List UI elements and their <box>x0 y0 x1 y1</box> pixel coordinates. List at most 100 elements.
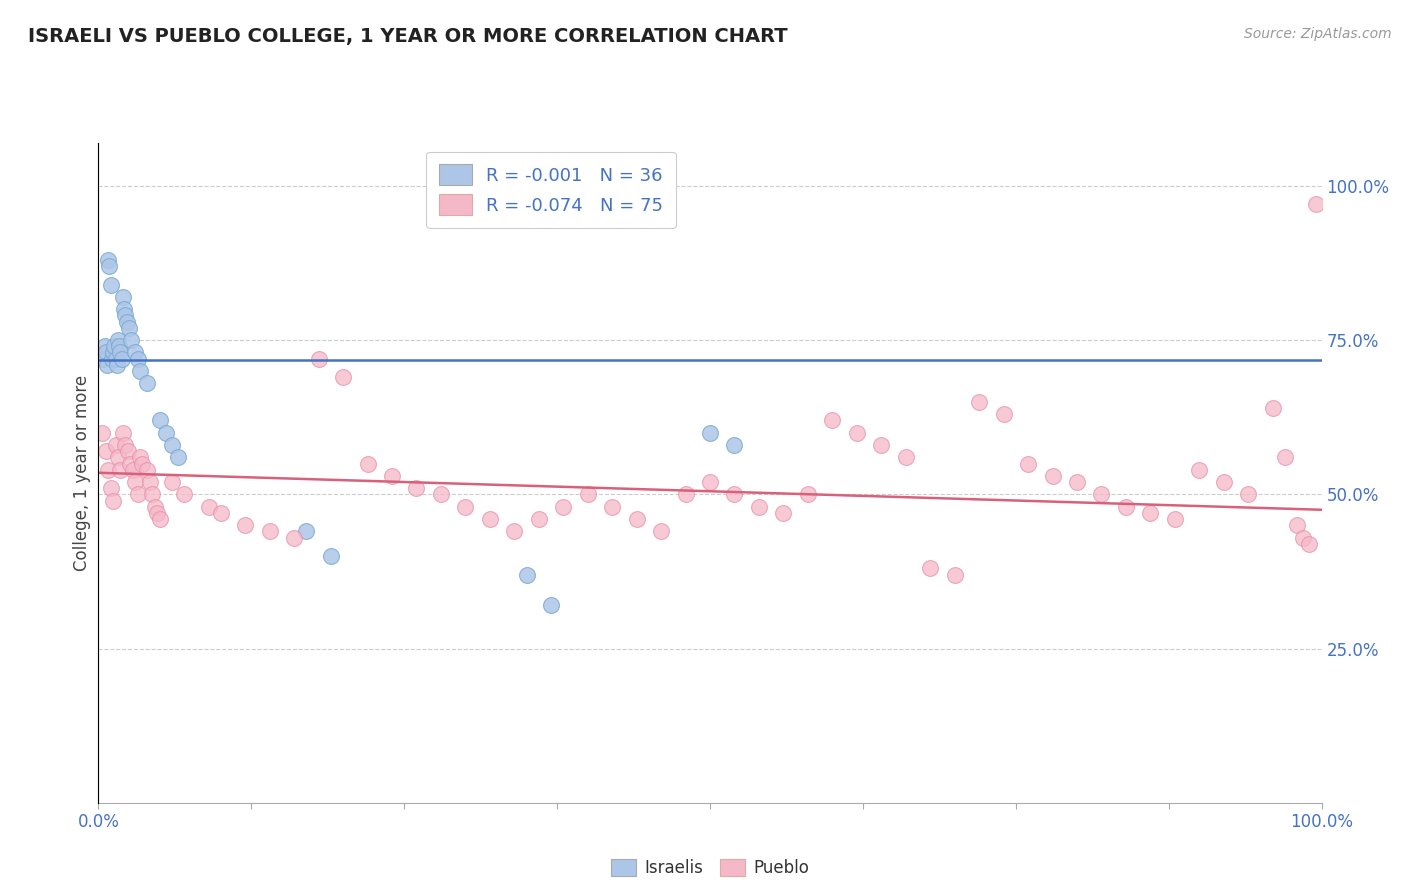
Point <box>143 500 166 514</box>
Point <box>101 351 124 366</box>
Point <box>515 567 537 582</box>
Point <box>100 277 122 292</box>
Point <box>1298 537 1320 551</box>
Point <box>894 450 917 465</box>
Point <box>920 561 942 575</box>
Point <box>821 413 844 427</box>
Point <box>381 468 404 483</box>
Point <box>1042 468 1064 483</box>
Point <box>129 364 152 378</box>
Point <box>167 450 190 465</box>
Point <box>797 487 820 501</box>
Text: ISRAELI VS PUEBLO COLLEGE, 1 YEAR OR MORE CORRELATION CHART: ISRAELI VS PUEBLO COLLEGE, 1 YEAR OR MOR… <box>28 27 787 45</box>
Point <box>1090 487 1112 501</box>
Point <box>136 376 159 391</box>
Point <box>111 290 134 304</box>
Point <box>308 351 330 366</box>
Point <box>96 358 118 372</box>
Point <box>209 506 232 520</box>
Point <box>93 339 115 353</box>
Point <box>1212 475 1234 489</box>
Point <box>259 524 281 539</box>
Point <box>1274 450 1296 465</box>
Point <box>131 457 153 471</box>
Point <box>430 487 453 501</box>
Point <box>283 531 305 545</box>
Point <box>149 413 172 427</box>
Point <box>233 518 256 533</box>
Point <box>405 481 427 495</box>
Point <box>94 444 117 458</box>
Point <box>454 500 477 514</box>
Point <box>101 493 124 508</box>
Point <box>115 315 138 329</box>
Point <box>91 351 114 366</box>
Legend: Israelis, Pueblo: Israelis, Pueblo <box>605 852 815 884</box>
Point <box>111 351 134 366</box>
Point <box>295 524 318 539</box>
Point <box>108 339 131 353</box>
Point <box>124 475 146 489</box>
Point <box>160 438 183 452</box>
Point <box>748 500 770 514</box>
Point <box>993 407 1015 421</box>
Point <box>626 512 648 526</box>
Point <box>332 370 354 384</box>
Point <box>129 450 152 465</box>
Point <box>120 333 142 347</box>
Point <box>94 345 117 359</box>
Point <box>356 457 378 471</box>
Point <box>121 463 143 477</box>
Point <box>118 320 141 334</box>
Point <box>112 302 135 317</box>
Point <box>104 438 127 452</box>
Point <box>127 351 149 366</box>
Point <box>124 345 146 359</box>
Point <box>319 549 342 563</box>
Point <box>1261 401 1284 415</box>
Point <box>114 309 136 323</box>
Point <box>127 487 149 501</box>
Point <box>197 500 219 514</box>
Point <box>104 351 127 366</box>
Point <box>527 512 550 526</box>
Point <box>675 487 697 501</box>
Point <box>723 487 745 501</box>
Point <box>553 500 575 514</box>
Point <box>943 567 966 582</box>
Point <box>699 475 721 489</box>
Point <box>650 524 672 539</box>
Point <box>120 457 142 471</box>
Point <box>1066 475 1088 489</box>
Point <box>967 394 990 409</box>
Point <box>870 438 893 452</box>
Point <box>97 252 120 267</box>
Point <box>100 481 122 495</box>
Point <box>107 333 129 347</box>
Point <box>600 500 623 514</box>
Point <box>111 425 134 440</box>
Point <box>114 438 136 452</box>
Point <box>149 512 172 526</box>
Point <box>91 425 114 440</box>
Point <box>141 487 163 501</box>
Point <box>1188 463 1211 477</box>
Point <box>723 438 745 452</box>
Text: Source: ZipAtlas.com: Source: ZipAtlas.com <box>1244 27 1392 41</box>
Point <box>540 599 562 613</box>
Point <box>160 475 183 489</box>
Point <box>97 463 120 477</box>
Point <box>146 506 169 520</box>
Point <box>1305 197 1327 211</box>
Point <box>503 524 526 539</box>
Point <box>173 487 195 501</box>
Point <box>101 345 124 359</box>
Point <box>478 512 501 526</box>
Point <box>155 425 177 440</box>
Point <box>845 425 868 440</box>
Point <box>107 450 129 465</box>
Point <box>576 487 599 501</box>
Point <box>1292 531 1315 545</box>
Point <box>1115 500 1137 514</box>
Point <box>103 339 125 353</box>
